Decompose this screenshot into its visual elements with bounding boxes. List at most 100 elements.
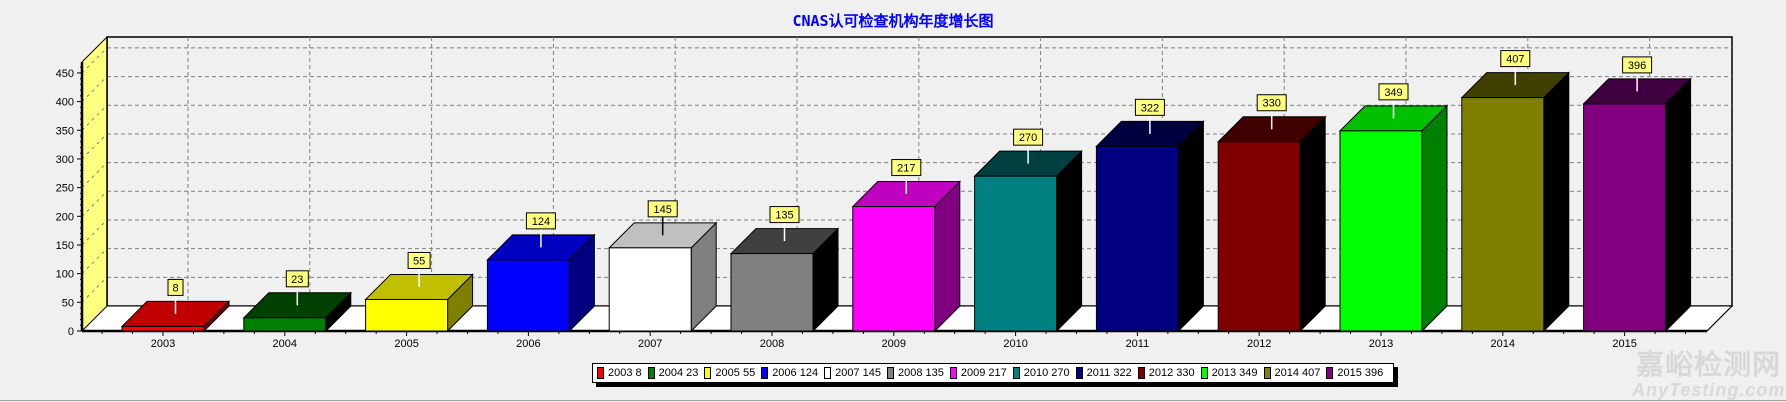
legend-item: 2007 145 <box>824 367 881 379</box>
x-tick-label: 2003 <box>151 338 175 350</box>
legend-item: 2014 407 <box>1263 367 1321 379</box>
watermark: 嘉峪检测网 AnyTesting.com <box>1632 348 1786 401</box>
data-label-box <box>1013 128 1044 146</box>
y-tick-label: 350 <box>56 125 74 137</box>
legend-swatch <box>647 367 655 379</box>
data-label: 349 <box>1384 87 1402 99</box>
x-tick-label: 2012 <box>1247 338 1271 350</box>
bar-2003: 8 <box>120 278 231 333</box>
y-tick-label: 450 <box>56 68 74 80</box>
bar-2009: 217 <box>851 159 962 333</box>
bar-2004: 23 <box>242 270 353 333</box>
x-tick-label: 2005 <box>394 338 418 350</box>
data-label-box <box>407 251 431 269</box>
bar-2005: 55 <box>364 251 474 333</box>
bar-2011: 322 <box>1095 98 1205 333</box>
x-tick-label: 2010 <box>1003 338 1027 350</box>
data-label-box <box>1256 94 1287 112</box>
legend-swatch <box>1200 367 1208 379</box>
data-label-box <box>891 159 922 177</box>
legend-label: 2013 349 <box>1211 367 1258 379</box>
legend-item: 2003 8 <box>597 367 642 379</box>
chart-legend: 2003 8 2004 23 2005 55 2006 124 2007 145 2008… <box>592 363 1395 383</box>
data-label-box <box>647 200 678 218</box>
y-tick-label: 250 <box>56 183 74 195</box>
y-tick-label: 100 <box>56 269 74 281</box>
legend-swatch <box>1137 367 1145 379</box>
data-label: 23 <box>291 274 303 286</box>
data-label: 145 <box>654 204 672 216</box>
frame-bottom-line <box>0 400 1786 401</box>
legend-label: 2012 330 <box>1148 367 1195 379</box>
data-label: 270 <box>1019 132 1037 144</box>
legend-swatch <box>1326 367 1334 379</box>
legend-label: 2007 145 <box>835 367 881 379</box>
legend-swatch <box>1075 367 1083 379</box>
legend-label: 2014 407 <box>1274 367 1321 379</box>
legend-item: 2012 330 <box>1137 367 1195 379</box>
y-tick-label: 300 <box>56 154 74 166</box>
data-label-box <box>769 206 800 224</box>
legend-label: 2009 217 <box>960 367 1007 379</box>
legend-item: 2006 124 <box>761 367 818 379</box>
y-tick-label: 0 <box>68 326 74 338</box>
data-label: 330 <box>1263 98 1281 110</box>
legend-swatch <box>597 367 604 379</box>
legend-label: 2010 270 <box>1023 367 1070 379</box>
y-tick-label: 50 <box>62 297 74 309</box>
x-tick-label: 2007 <box>638 338 662 350</box>
watermark-en: AnyTesting.com <box>1632 380 1786 400</box>
data-label: 407 <box>1506 54 1524 66</box>
data-label-box <box>525 212 556 230</box>
legend-item: 2008 135 <box>886 367 944 379</box>
legend-swatch <box>824 367 832 379</box>
legend-swatch <box>949 367 957 379</box>
x-tick-label: 2009 <box>882 338 906 350</box>
legend-label: 2015 396 <box>1337 367 1384 379</box>
data-label: 135 <box>775 210 793 222</box>
bar-2013: 349 <box>1338 83 1449 333</box>
x-tick-label: 2004 <box>273 338 297 350</box>
legend-label: 2005 55 <box>715 367 756 379</box>
chart-title: CNAS认可检查机构年度增长图 <box>792 12 994 30</box>
legend-label: 2004 23 <box>658 367 699 379</box>
legend-label: 2006 124 <box>772 367 819 379</box>
bar-2010: 270 <box>973 128 1083 333</box>
data-label: 55 <box>413 255 425 267</box>
x-tick-label: 2014 <box>1491 338 1515 350</box>
data-label-box <box>1378 83 1409 101</box>
legend-item: 2009 217 <box>949 367 1007 379</box>
bar-2015: 396 <box>1582 56 1692 333</box>
legend-swatch <box>1263 367 1271 379</box>
data-label-box <box>285 270 309 288</box>
legend-label: 2003 8 <box>608 367 642 379</box>
x-tick-label: 2011 <box>1126 338 1150 350</box>
data-label-box <box>1134 98 1165 116</box>
bar-2007: 145 <box>607 200 718 333</box>
data-label-box <box>1500 50 1531 68</box>
legend-swatch <box>1012 367 1020 379</box>
data-label: 322 <box>1141 102 1159 114</box>
legend-item: 2015 396 <box>1326 367 1383 379</box>
data-label: 124 <box>532 216 550 228</box>
y-tick-label: 400 <box>56 97 74 109</box>
data-label-box <box>1622 56 1653 74</box>
legend-item: 2013 349 <box>1200 367 1258 379</box>
bar-2006: 124 <box>486 212 596 333</box>
bar-2012: 330 <box>1216 94 1327 333</box>
watermark-cn: 嘉峪检测网 <box>1636 348 1782 381</box>
data-label-box <box>167 278 184 296</box>
left-wall <box>82 37 107 331</box>
data-label: 8 <box>172 282 178 294</box>
x-tick-label: 2008 <box>760 338 784 350</box>
x-tick-label: 2006 <box>516 338 540 350</box>
legend-swatch <box>704 367 712 379</box>
legend-label: 2011 322 <box>1086 367 1132 379</box>
data-label: 217 <box>897 163 915 175</box>
bar-2008: 135 <box>729 206 840 333</box>
data-label: 396 <box>1628 60 1646 72</box>
y-tick-label: 150 <box>56 240 74 252</box>
legend-swatch <box>886 367 894 379</box>
x-tick-label: 2015 <box>1612 338 1636 350</box>
